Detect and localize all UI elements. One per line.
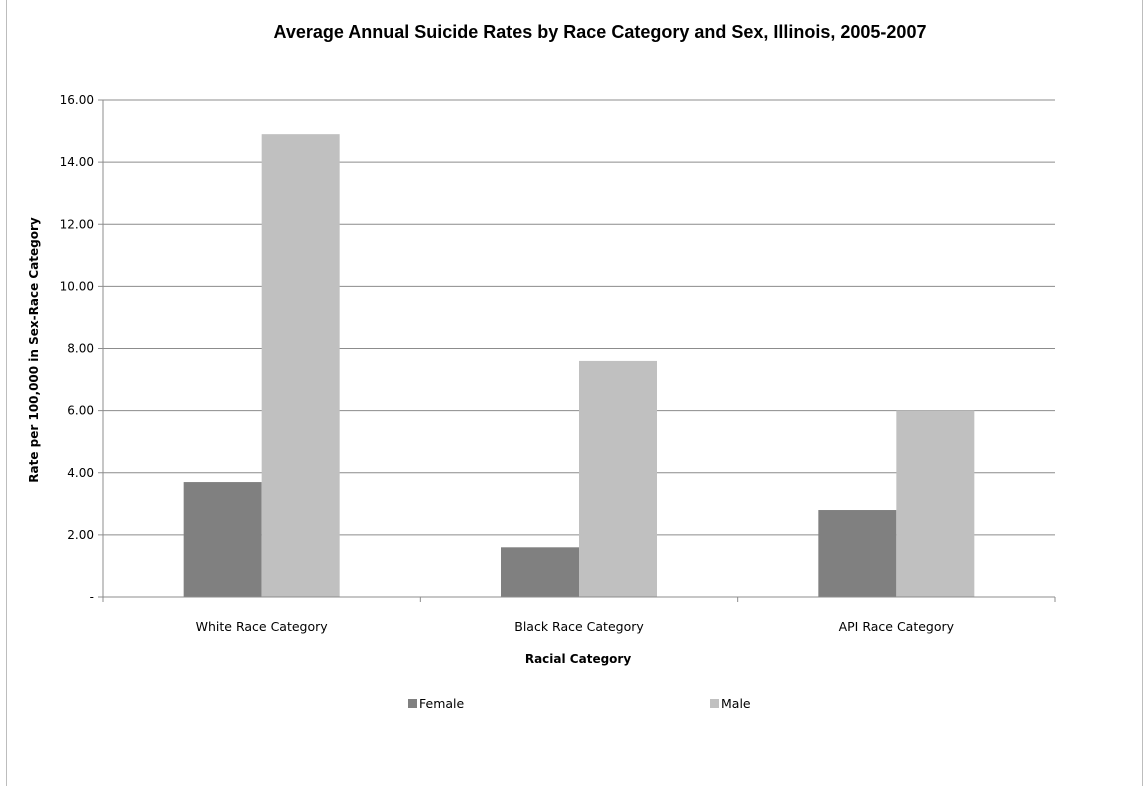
y-tick-label: 2.00 xyxy=(67,528,94,542)
bar-female xyxy=(501,547,579,597)
y-tick-label: - xyxy=(90,590,94,604)
chart-frame xyxy=(6,0,1143,786)
x-tick-labels: White Race Category Black Race Category AP… xyxy=(196,619,955,634)
legend-swatch-female xyxy=(408,699,417,708)
bar-female xyxy=(818,510,897,597)
x-tick-label: White Race Category xyxy=(196,619,329,634)
legend-label-male: Male xyxy=(721,696,751,711)
y-tick-label: 16.00 xyxy=(60,93,94,107)
y-axis-title: Rate per 100,000 in Sex-Race Category xyxy=(27,217,41,483)
y-tick-label: 6.00 xyxy=(67,404,94,418)
bar-male xyxy=(261,134,340,597)
y-tick-labels: - 2.00 4.00 6.00 8.00 10.00 12.00 14.00 16.00 xyxy=(60,93,94,604)
bars xyxy=(183,134,975,597)
x-axis-title: Racial Category xyxy=(525,652,631,666)
legend-label-female: Female xyxy=(419,696,465,711)
x-tick-label: API Race Category xyxy=(839,619,955,634)
axes xyxy=(102,100,1056,602)
bar-female xyxy=(183,482,262,597)
bar-male xyxy=(579,360,657,597)
y-tick-label: 12.00 xyxy=(60,217,94,231)
x-tick-label: Black Race Category xyxy=(514,619,644,634)
legend: Female Male xyxy=(408,696,751,711)
y-tick-label: 8.00 xyxy=(67,342,94,356)
y-tick-label: 4.00 xyxy=(67,466,94,480)
y-tick-label: 10.00 xyxy=(60,279,94,293)
chart-title: Average Annual Suicide Rates by Race Cat… xyxy=(274,22,927,42)
bar-male xyxy=(896,410,975,597)
y-tick-label: 14.00 xyxy=(60,155,94,169)
legend-swatch-male xyxy=(710,699,719,708)
